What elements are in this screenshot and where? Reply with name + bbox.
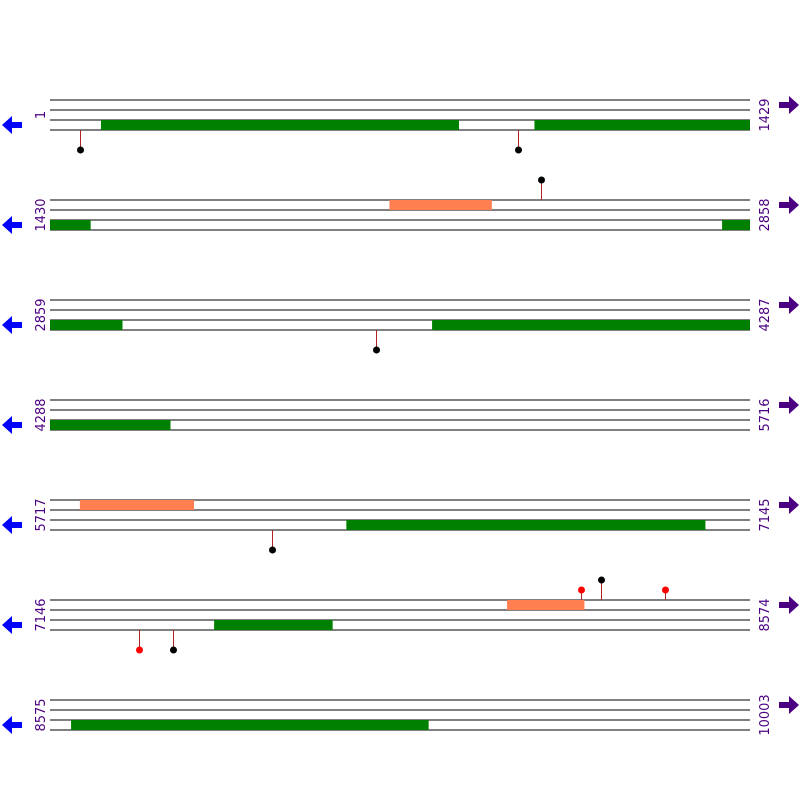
sequence-row: 4288 5716 xyxy=(2,396,799,434)
sequence-row: 1430 2858 xyxy=(2,176,799,234)
arrow-left-icon xyxy=(2,416,22,434)
green-feature xyxy=(346,520,706,530)
green-feature xyxy=(214,620,333,630)
black-marker-dot xyxy=(269,546,276,554)
black-marker-dot xyxy=(598,576,605,584)
row-end-label: 4287 xyxy=(758,298,773,331)
row-start-label: 5717 xyxy=(34,498,49,531)
row-start-label: 4288 xyxy=(34,398,49,431)
arrow-left-icon xyxy=(2,316,22,334)
arrow-right-icon xyxy=(779,396,799,414)
green-feature xyxy=(534,120,750,130)
black-marker-dot xyxy=(77,146,84,154)
arrow-left-icon xyxy=(2,116,22,134)
arrow-right-icon xyxy=(779,96,799,114)
arrow-right-icon xyxy=(779,596,799,614)
green-feature xyxy=(100,120,460,130)
orange-feature xyxy=(389,200,492,210)
row-start-label: 7146 xyxy=(34,598,49,631)
sequence-row: 1 1429 xyxy=(2,96,799,154)
row-end-label: 8574 xyxy=(758,598,773,631)
arrow-right-icon xyxy=(779,696,799,714)
green-feature xyxy=(50,420,171,430)
sequence-row: 5717 7145 xyxy=(2,496,799,554)
black-marker-dot xyxy=(373,346,380,354)
green-feature xyxy=(722,220,750,230)
arrow-right-icon xyxy=(779,296,799,314)
arrow-left-icon xyxy=(2,716,22,734)
red-marker-dot xyxy=(578,586,585,594)
arrow-left-icon xyxy=(2,516,22,534)
row-start-label: 1 xyxy=(34,111,49,119)
row-end-label: 10003 xyxy=(758,694,773,735)
black-marker-dot xyxy=(538,176,545,184)
row-end-label: 1429 xyxy=(758,98,773,131)
row-start-label: 1430 xyxy=(34,198,49,231)
arrow-left-icon xyxy=(2,216,22,234)
green-feature xyxy=(50,220,91,230)
sequence-row: 7146 8574 xyxy=(2,576,799,654)
sequence-row: 2859 4287 xyxy=(2,296,799,354)
red-marker-dot xyxy=(136,646,143,654)
green-feature xyxy=(71,720,429,730)
row-start-label: 8575 xyxy=(34,698,49,731)
black-marker-dot xyxy=(515,146,522,154)
green-feature xyxy=(50,320,123,330)
red-marker-dot xyxy=(662,586,669,594)
row-end-label: 5716 xyxy=(758,398,773,431)
orange-feature xyxy=(507,600,585,610)
row-end-label: 7145 xyxy=(758,498,773,531)
sequence-row: 8575 10003 xyxy=(2,694,799,736)
orange-feature xyxy=(79,500,195,510)
black-marker-dot xyxy=(170,646,177,654)
green-feature xyxy=(432,320,750,330)
arrow-right-icon xyxy=(779,496,799,514)
row-start-label: 2859 xyxy=(34,298,49,331)
arrow-right-icon xyxy=(779,196,799,214)
arrow-left-icon xyxy=(2,616,22,634)
row-end-label: 2858 xyxy=(758,198,773,231)
